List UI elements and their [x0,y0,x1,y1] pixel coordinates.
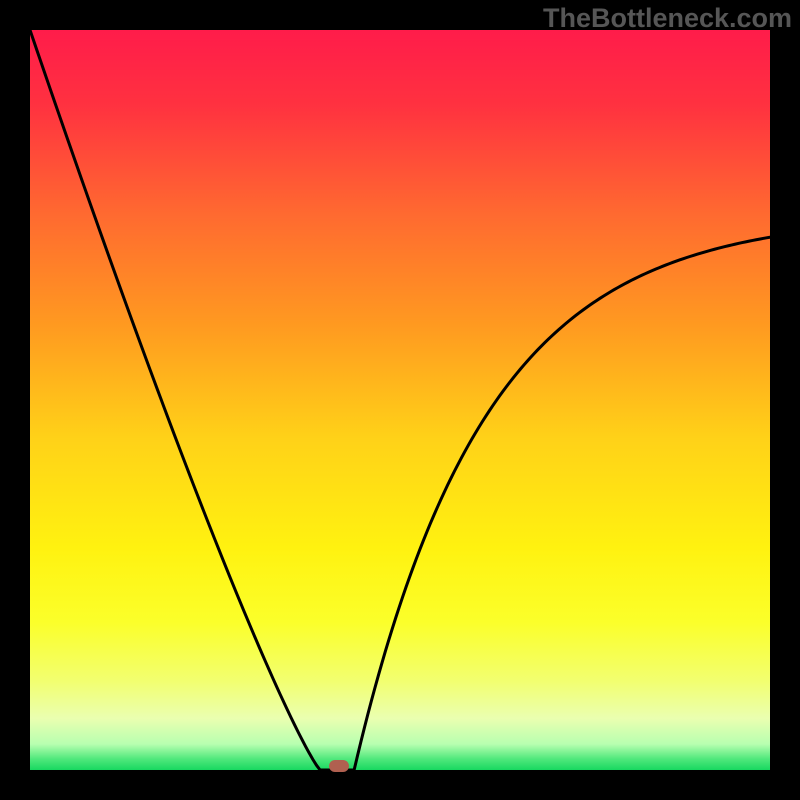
plot-area [30,30,770,770]
watermark-text: TheBottleneck.com [543,3,792,34]
chart-container: TheBottleneck.com [0,0,800,800]
optimum-marker [329,760,349,772]
gradient-background [30,30,770,770]
